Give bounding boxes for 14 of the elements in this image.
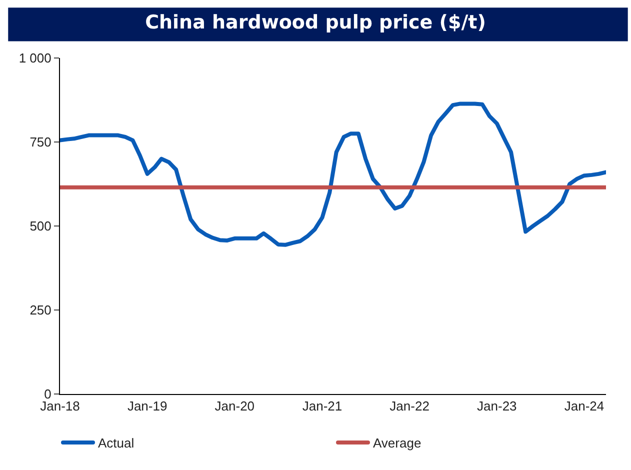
- x-tick-label: Jan-23: [477, 398, 517, 414]
- x-tick-label: Jan-21: [302, 398, 342, 414]
- y-tick-label: 500: [30, 218, 52, 234]
- x-tick-label: Jan-22: [390, 398, 430, 414]
- line-series: [60, 102, 606, 247]
- legend-label: Average: [373, 436, 422, 451]
- x-tick-label: Jan-24: [564, 398, 604, 414]
- y-tick-label: 250: [30, 302, 52, 318]
- legend-label: Actual: [98, 436, 134, 451]
- x-tick-label: Jan-19: [127, 398, 168, 414]
- chart-title: China hardwood pulp price ($/t): [145, 12, 486, 34]
- y-tick-label: 750: [30, 134, 52, 150]
- x-tick-label: Jan-20: [214, 398, 255, 414]
- y-tick-label: 1 000: [18, 50, 52, 66]
